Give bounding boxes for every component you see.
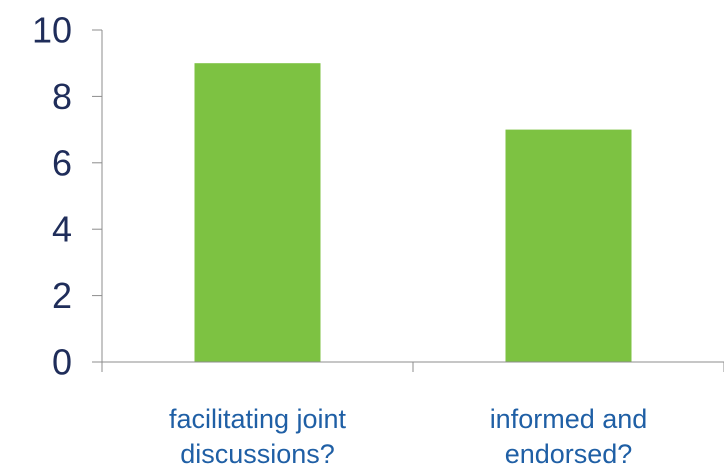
category-label: informed and — [490, 404, 648, 434]
y-tick-label: 8 — [52, 76, 72, 117]
category-label: endorsed? — [505, 439, 633, 466]
y-tick-label: 0 — [52, 342, 72, 383]
y-tick-label: 6 — [52, 142, 72, 183]
bar — [505, 129, 632, 362]
category-labels-group: facilitating joint discussions? informed a… — [169, 404, 647, 466]
y-tick-label: 4 — [52, 209, 72, 250]
category-label: facilitating joint — [169, 404, 347, 434]
y-tick-label: 2 — [52, 275, 72, 316]
bars-group — [194, 63, 632, 362]
bar — [194, 63, 321, 362]
y-ticks-group: 0 2 4 6 8 10 — [32, 10, 102, 383]
y-tick-label: 10 — [32, 10, 72, 51]
x-ticks-group — [101, 362, 724, 372]
category-label: discussions? — [180, 439, 335, 466]
